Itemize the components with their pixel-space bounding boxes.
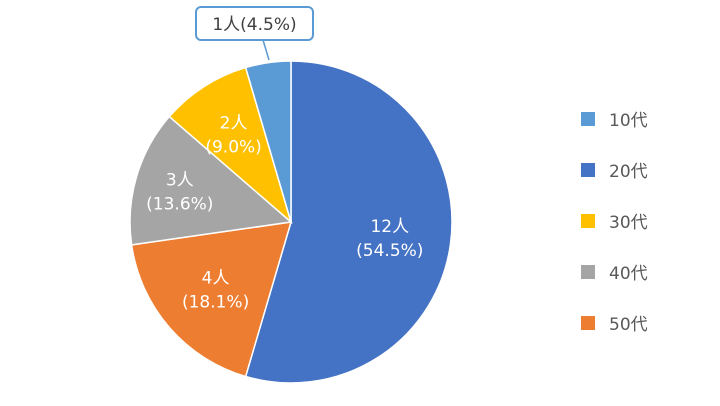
slice-label-30代: 2人 (9.0%) (205, 114, 261, 158)
slice-label-count: 4人 (202, 268, 230, 288)
callout: 1人(4.5%) (195, 6, 314, 61)
slice-label-count: 2人 (220, 114, 248, 134)
legend-label-40代: 40代 (609, 264, 648, 284)
slice-label-percent: (13.6%) (146, 194, 213, 214)
legend-label-20代: 20代 (609, 162, 648, 182)
slice-label-20代: 12人 (54.5%) (356, 217, 423, 261)
slice-label-count: 3人 (166, 170, 194, 190)
pie-slices (129, 60, 453, 384)
slice-label-percent: (18.1%) (182, 292, 249, 312)
slice-label-percent: (54.5%) (356, 241, 423, 261)
legend-label-30代: 30代 (609, 213, 648, 233)
legend: 10代 20代 30代 40代 50代 (581, 111, 648, 335)
legend-swatch-50代 (581, 316, 595, 330)
slice-label-count: 12人 (370, 217, 409, 237)
legend-swatch-40代 (581, 265, 595, 279)
slice-label-percent: (9.0%) (205, 138, 261, 158)
pie-slice-50代 (130, 221, 293, 378)
legend-swatch-10代 (581, 112, 595, 126)
legend-label-10代: 10代 (609, 111, 648, 131)
legend-swatch-20代 (581, 163, 595, 177)
pie-slice-10代 (244, 60, 292, 223)
slice-label-40代: 3人 (13.6%) (146, 170, 213, 214)
callout-label: 1人(4.5%) (212, 15, 296, 35)
slice-label-50代: 4人 (18.1%) (182, 268, 249, 312)
pie-slice-20代 (244, 60, 453, 384)
legend-swatch-30代 (581, 214, 595, 228)
callout-leader-line (262, 39, 270, 61)
slice-labels: 12人 (54.5%) 4人 (18.1%) 3人 (13.6%) 2人 (9.0%) (146, 114, 423, 313)
callout-box (195, 6, 314, 41)
pie-slice-30代 (168, 66, 293, 225)
legend-label-50代: 50代 (609, 315, 648, 335)
pie-slice-40代 (129, 115, 293, 246)
